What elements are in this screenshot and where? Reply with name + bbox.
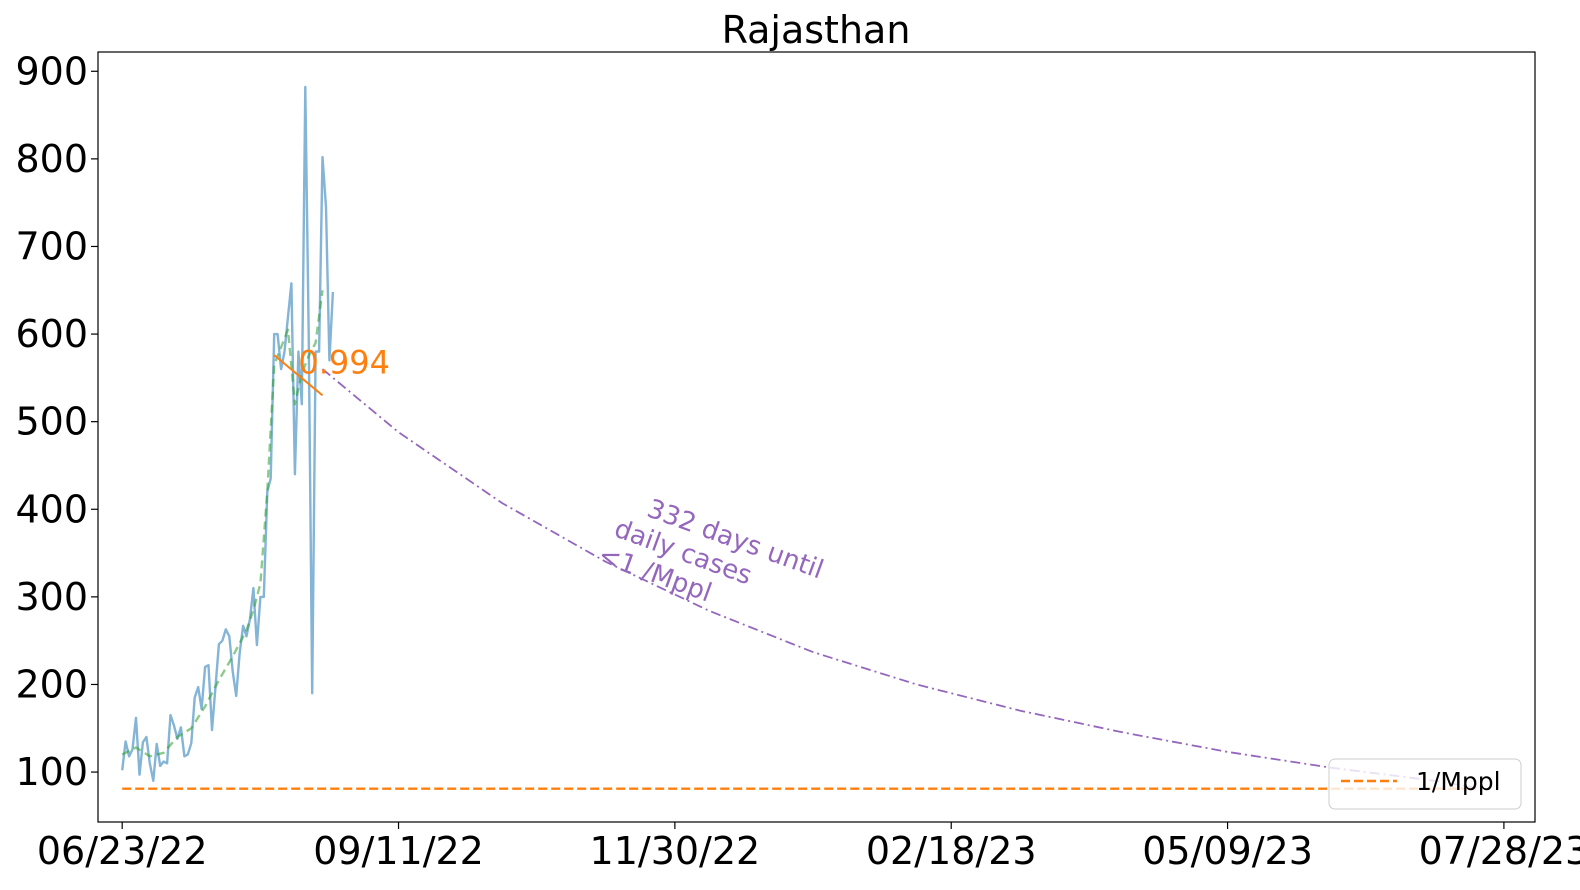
annotation-layer: 0.994 332 days until daily cases <1 /Mpp… bbox=[298, 343, 827, 608]
y-tick-label: 900 bbox=[15, 49, 88, 93]
x-axis: 06/23/22 09/11/22 11/30/22 02/18/23 05/09/23… bbox=[37, 822, 1580, 873]
trend-slope-label: 0.994 bbox=[298, 343, 390, 381]
legend-box bbox=[1328, 758, 1522, 810]
x-tick-label: 05/09/23 bbox=[1142, 829, 1313, 873]
y-tick-label: 700 bbox=[15, 224, 88, 268]
plot-frame bbox=[97, 51, 1536, 823]
x-tick-label: 09/11/22 bbox=[313, 829, 484, 873]
x-tick-label: 07/28/23 bbox=[1419, 829, 1580, 873]
y-tick-label: 600 bbox=[15, 312, 88, 356]
series-trend-fit-line bbox=[273, 354, 324, 397]
y-tick-label: 800 bbox=[15, 137, 88, 181]
y-tick-label: 400 bbox=[15, 487, 88, 531]
chart-title: Rajasthan bbox=[722, 8, 911, 52]
x-tick-label: 06/23/22 bbox=[37, 829, 208, 873]
y-axis: 100 200 300 400 500 600 700 800 900 bbox=[15, 49, 98, 794]
legend-label-1mppl: 1/Mppl bbox=[1416, 767, 1501, 796]
series-daily-line bbox=[121, 85, 335, 782]
y-tick-label: 300 bbox=[15, 575, 88, 619]
series-smoothed-line bbox=[121, 290, 324, 758]
x-tick-label: 02/18/23 bbox=[866, 829, 1037, 873]
y-tick-label: 200 bbox=[15, 662, 88, 706]
y-tick-label: 100 bbox=[15, 750, 88, 794]
x-tick-label: 11/30/22 bbox=[590, 829, 761, 873]
legend: 1/Mppl bbox=[1328, 758, 1522, 810]
y-tick-label: 500 bbox=[15, 400, 88, 444]
plot-area bbox=[98, 52, 1535, 822]
